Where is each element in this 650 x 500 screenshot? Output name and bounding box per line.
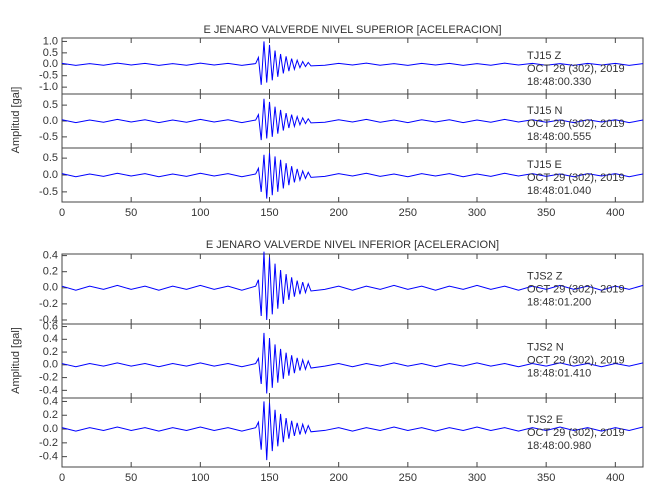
- x-tick-label: 200: [329, 472, 347, 484]
- y-tick-label: 0.4: [43, 333, 58, 345]
- y-tick-label: 0.4: [43, 250, 58, 262]
- chart-title: E JENARO VALVERDE NIVEL INFERIOR [ACELER…: [206, 239, 499, 251]
- date-label: OCT 29 (302), 2019: [527, 172, 625, 184]
- y-tick-label: -0.4: [39, 451, 58, 463]
- time-label: 18:48:01.040: [527, 185, 591, 197]
- y-tick-label: 0.0: [43, 58, 58, 70]
- date-label: OCT 29 (302), 2019: [527, 63, 625, 75]
- x-tick-label: 0: [59, 472, 65, 484]
- trace: [61, 401, 644, 461]
- chart-title: E JENARO VALVERDE NIVEL SUPERIOR [ACELER…: [203, 24, 501, 36]
- y-tick-label: -0.5: [39, 70, 58, 82]
- x-tick-label: 150: [260, 207, 278, 219]
- y-tick-label: 0.2: [43, 346, 58, 358]
- x-tick-label: 100: [191, 207, 209, 219]
- time-label: 18:48:01.410: [527, 368, 591, 380]
- x-tick-label: 300: [468, 472, 486, 484]
- trace: [61, 41, 644, 85]
- y-tick-label: 0.6: [43, 320, 58, 332]
- y-tick-label: 0.0: [43, 169, 58, 181]
- x-tick-label: 250: [399, 472, 417, 484]
- date-label: OCT 29 (302), 2019: [527, 118, 625, 130]
- station-label: TJS2 N: [527, 342, 564, 354]
- y-tick-label: 0.0: [43, 423, 58, 435]
- y-tick-label: -0.5: [39, 131, 58, 143]
- station-label: TJ15 Z: [527, 50, 562, 62]
- y-tick-label: -1.0: [39, 81, 58, 93]
- y-tick-label: 0.5: [43, 99, 58, 111]
- trace: [61, 153, 644, 199]
- x-tick-label: 250: [399, 207, 417, 219]
- y-tick-label: -0.5: [39, 186, 58, 198]
- station-label: TJS2 Z: [527, 270, 563, 282]
- y-axis-label: Amplitud [gal]: [10, 327, 22, 394]
- x-tick-label: 100: [191, 472, 209, 484]
- station-label: TJ15 E: [527, 159, 562, 171]
- y-tick-label: -0.2: [39, 371, 58, 383]
- time-label: 18:48:01.200: [527, 296, 591, 308]
- time-label: 18:48:00.330: [527, 76, 591, 88]
- y-tick-label: -0.2: [39, 437, 58, 449]
- y-tick-label: 0.0: [43, 282, 58, 294]
- trace: [61, 98, 644, 141]
- x-tick-label: 350: [537, 472, 555, 484]
- x-tick-label: 150: [260, 472, 278, 484]
- x-tick-label: 400: [606, 472, 624, 484]
- station-label: TJ15 N: [527, 105, 563, 117]
- y-tick-label: -0.4: [39, 384, 58, 396]
- x-tick-label: 200: [329, 207, 347, 219]
- x-tick-label: 0: [59, 207, 65, 219]
- station-label: TJS2 E: [527, 414, 563, 426]
- y-tick-label: -0.4: [39, 314, 58, 326]
- y-tick-label: 0.5: [43, 152, 58, 164]
- date-label: OCT 29 (302), 2019: [527, 283, 625, 295]
- date-label: OCT 29 (302), 2019: [527, 427, 625, 439]
- y-tick-label: -0.2: [39, 298, 58, 310]
- x-tick-label: 400: [606, 207, 624, 219]
- date-label: OCT 29 (302), 2019: [527, 355, 625, 367]
- time-label: 18:48:00.980: [527, 440, 591, 452]
- time-label: 18:48:00.555: [527, 131, 591, 143]
- x-tick-label: 50: [125, 207, 137, 219]
- y-tick-label: 1.0: [43, 35, 58, 47]
- y-tick-label: 0.4: [43, 395, 58, 407]
- panel-frame: [61, 397, 644, 468]
- trace: [61, 332, 644, 394]
- y-tick-label: 0.0: [43, 115, 58, 127]
- x-tick-label: 300: [468, 207, 486, 219]
- y-tick-label: 0.2: [43, 409, 58, 421]
- y-tick-label: 0.5: [43, 47, 58, 59]
- trace: [61, 251, 644, 321]
- x-tick-label: 350: [537, 207, 555, 219]
- y-tick-label: 0.2: [43, 266, 58, 278]
- y-tick-label: 0.0: [43, 359, 58, 371]
- y-axis-label: Amplitud [gal]: [10, 87, 22, 154]
- x-tick-label: 50: [125, 472, 137, 484]
